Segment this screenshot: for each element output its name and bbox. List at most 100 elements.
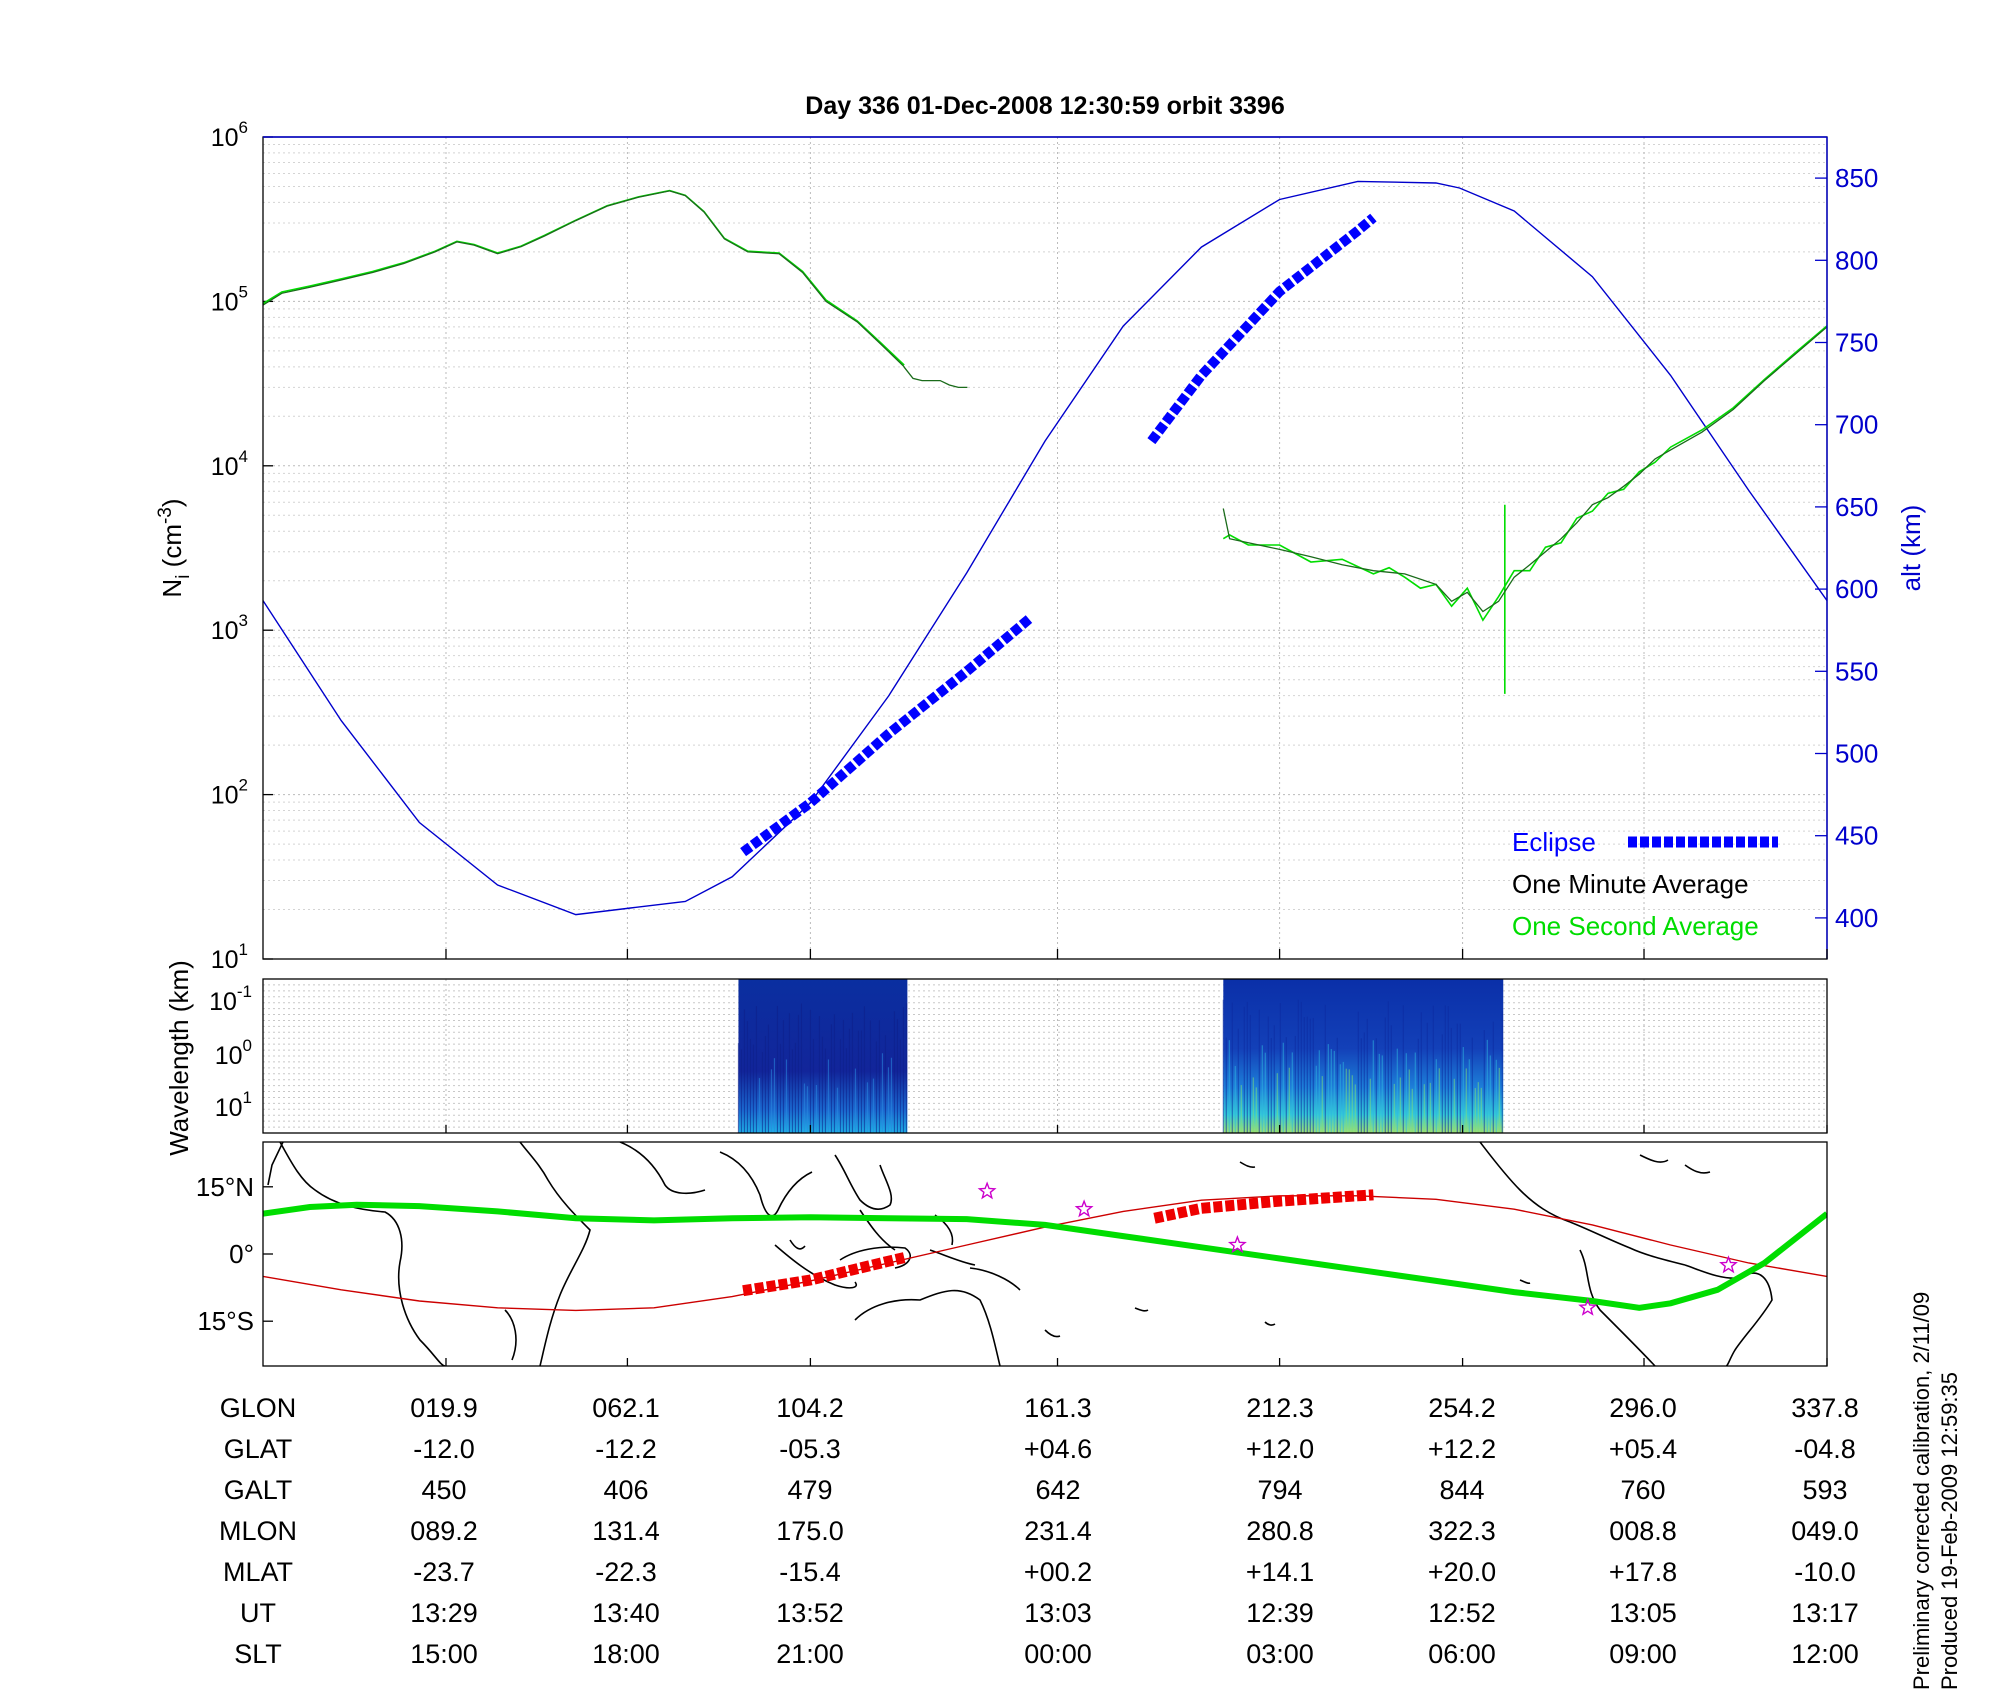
table-cell: 794 (1257, 1475, 1303, 1505)
table-row-label: GLAT (223, 1434, 293, 1464)
altitude-tick-label: 750 (1835, 328, 1878, 358)
altitude-tick-label: 700 (1835, 410, 1878, 440)
altitude-tick-label: 550 (1835, 656, 1878, 686)
tick-base: 10 (209, 988, 237, 1016)
table-cell: 21:00 (776, 1639, 844, 1669)
tick-base: 10 (211, 453, 239, 481)
table-cell: -04.8 (1794, 1434, 1856, 1464)
table-cell: 13:05 (1609, 1598, 1677, 1628)
tick-exponent: 4 (239, 447, 248, 466)
tick-exponent: 1 (239, 940, 248, 959)
spectrogram-grid (263, 979, 1827, 1133)
table-cell: 479 (787, 1475, 833, 1505)
density-tick-label: 101 (211, 940, 248, 974)
table-cell: +12.2 (1427, 1434, 1497, 1464)
density-tick-label: 105 (211, 282, 248, 316)
table-row-label: UT (240, 1598, 276, 1628)
legend-eclipse-label: Eclipse (1512, 827, 1596, 857)
table-cell: 13:17 (1791, 1598, 1859, 1628)
map-panel: 15°N 0° 15°S (196, 1141, 1828, 1367)
tick-exponent: 2 (239, 776, 248, 795)
table-row-label: GLON (219, 1393, 297, 1423)
table-cell: 089.2 (410, 1516, 478, 1546)
table-cell: 280.8 (1246, 1516, 1314, 1546)
table-cell: 06:00 (1428, 1639, 1496, 1669)
legend: Eclipse One Minute Average One Second Av… (1512, 827, 1778, 941)
table-cell: 231.4 (1024, 1516, 1092, 1546)
footnote-line-2: Produced 19-Feb-2009 12:59:35 (1937, 1371, 1962, 1690)
table-cell: 760 (1620, 1475, 1666, 1505)
table-cell: 12:52 (1428, 1598, 1496, 1628)
table-cell: 212.3 (1246, 1393, 1314, 1423)
table-cell: 09:00 (1609, 1639, 1677, 1669)
eclipse-segment-1 (740, 614, 1033, 857)
star-marker (1074, 1199, 1094, 1218)
table-cell: -12.2 (595, 1434, 657, 1464)
table-cell: -22.3 (595, 1557, 657, 1587)
table-cell: 049.0 (1791, 1516, 1859, 1546)
map-tick-label: 15°N (196, 1172, 254, 1202)
map-tick-label: 15°S (197, 1306, 254, 1336)
table-cell: 13:40 (592, 1598, 660, 1628)
table-cell: -10.0 (1794, 1557, 1856, 1587)
altitude-tick-label: 850 (1835, 163, 1878, 193)
star-marker (1719, 1255, 1738, 1274)
table-cell: 161.3 (1024, 1393, 1092, 1423)
table-cell: +20.0 (1427, 1557, 1497, 1587)
tick-exponent: 5 (239, 282, 248, 301)
altitude-tick-label: 600 (1835, 574, 1878, 604)
table-cell: 008.8 (1609, 1516, 1677, 1546)
footnote: Preliminary corrected calibration, 2/11/… (1908, 1292, 1964, 1690)
table-cell: 18:00 (592, 1639, 660, 1669)
tick-exponent: -1 (237, 982, 252, 1001)
eclipse-track-1 (742, 1252, 906, 1297)
density-tick-label: 103 (211, 611, 248, 645)
table-cell: 062.1 (592, 1393, 660, 1423)
altitude-y-ticks: 400 450 500 550 600 650 700 750 800 850 (1815, 163, 1878, 933)
table-cell: -23.7 (413, 1557, 475, 1587)
table-row-label: SLT (234, 1639, 282, 1669)
spectrogram-y-label: Wavelength (km) (164, 960, 194, 1156)
altitude-y-label: alt (km) (1896, 505, 1926, 592)
spectrogram-tick-label: 101 (215, 1088, 252, 1122)
table-row-label: GALT (223, 1475, 293, 1505)
table-cell: 844 (1439, 1475, 1485, 1505)
table-cell: 12:00 (1791, 1639, 1859, 1669)
table-cell: 337.8 (1791, 1393, 1859, 1423)
tick-base: 10 (215, 1094, 243, 1122)
ylabel-sub: i (173, 575, 194, 579)
table-cell: 450 (421, 1475, 467, 1505)
eclipse-track-2 (1153, 1189, 1374, 1224)
minute-average-line-1-tail (903, 366, 968, 389)
table-cell: 15:00 (410, 1639, 478, 1669)
table-cell: 131.4 (592, 1516, 660, 1546)
altitude-tick-label: 450 (1835, 821, 1878, 851)
spectrogram-blocks (737, 979, 1504, 1133)
table-cell: 13:03 (1024, 1598, 1092, 1628)
star-markers (977, 1181, 1738, 1316)
altitude-tick-label: 500 (1835, 739, 1878, 769)
eclipse-segment-2 (1147, 213, 1377, 445)
tick-exponent: 6 (239, 118, 248, 137)
table-cell: +05.4 (1608, 1434, 1678, 1464)
table-cell: 03:00 (1246, 1639, 1314, 1669)
minute-average-line-2 (1222, 326, 1827, 613)
table-cell: 12:39 (1246, 1598, 1314, 1628)
density-tick-label: 102 (211, 776, 248, 810)
altitude-tick-label: 800 (1835, 245, 1878, 275)
table-row-label: MLAT (222, 1557, 294, 1587)
table-cell: +17.8 (1608, 1557, 1678, 1587)
second-average-line-2 (1222, 325, 1827, 622)
ylabel-close: ) (157, 498, 187, 507)
map-y-ticks: 15°N 0° 15°S (196, 1172, 273, 1336)
ylabel-sup: -3 (155, 507, 176, 524)
ground-track-line (263, 1201, 1827, 1311)
footnote-line-1: Preliminary corrected calibration, 2/11/… (1909, 1291, 1934, 1690)
table-cell: 406 (603, 1475, 649, 1505)
legend-second-label: One Second Average (1512, 911, 1759, 941)
x-tick-marks (445, 949, 1828, 1366)
